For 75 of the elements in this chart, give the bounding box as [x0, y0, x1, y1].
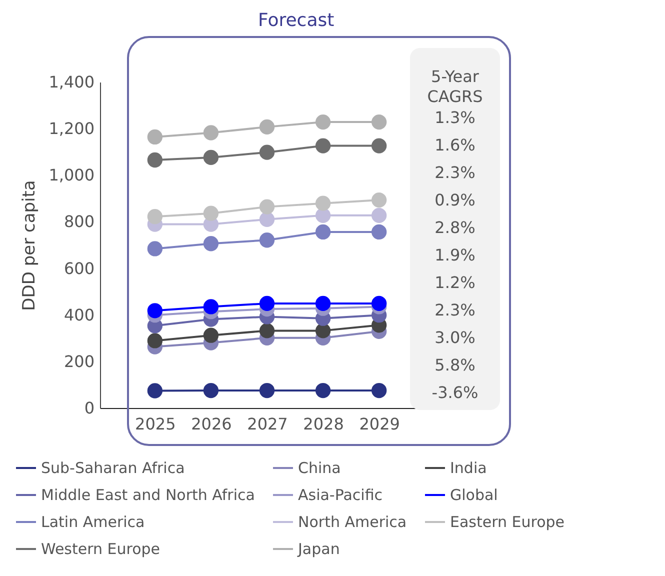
legend-label: North America [298, 513, 407, 531]
text: 2.3% [434, 300, 476, 320]
point [259, 199, 275, 214]
x-tick-label: 2029 [359, 414, 400, 434]
point [372, 208, 387, 223]
point [372, 192, 387, 208]
legend-label: Eastern Europe [450, 513, 565, 531]
point [315, 224, 331, 240]
point [203, 206, 219, 221]
point [315, 323, 331, 338]
point [203, 236, 219, 252]
point [147, 383, 162, 398]
y-tick-label: 800 [64, 212, 94, 232]
point [259, 382, 275, 398]
annotation: -3.6% [432, 382, 478, 402]
legend-label: Latin America [41, 513, 145, 531]
y-axis-title: DDD per capita [20, 180, 40, 311]
point [315, 138, 331, 154]
x-tick-label: 2027 [247, 414, 288, 434]
point [372, 138, 387, 154]
legend-label: Japan [297, 540, 340, 558]
point [259, 323, 275, 338]
point [315, 208, 331, 223]
legend-label: Sub-Saharan Africa [41, 459, 185, 477]
point [203, 125, 219, 140]
text: 1.6% [434, 135, 476, 154]
point [315, 296, 331, 312]
y-tick-label: 1,000 [48, 166, 94, 185]
text: 1.2% [434, 272, 476, 292]
point [203, 150, 219, 166]
text: 2.8% [434, 218, 476, 237]
point [259, 144, 275, 160]
point [259, 232, 275, 248]
legend-label: Middle East and North Africa [41, 486, 255, 504]
point [372, 224, 387, 240]
text: 0.9% [434, 190, 476, 210]
point [147, 303, 162, 318]
point [259, 119, 275, 135]
point [203, 328, 219, 343]
point [147, 152, 162, 168]
x-tick-label: 2025 [135, 414, 176, 434]
point [315, 382, 331, 398]
legend-label: China [298, 459, 341, 477]
annotation: 5-Year CAGRS [427, 67, 483, 106]
point [259, 212, 275, 227]
point [147, 241, 162, 256]
legend-label: India [450, 459, 487, 477]
legend-label: Global [450, 486, 498, 504]
y-tick-label: 400 [64, 305, 94, 324]
text: 2.3% [434, 162, 476, 182]
point [372, 382, 387, 398]
point [203, 299, 219, 314]
y-tick-label: 200 [64, 352, 94, 371]
x-tick-label: 2026 [191, 414, 232, 434]
y-tick-label: 1,400 [48, 72, 94, 92]
point [147, 333, 162, 348]
point [315, 196, 331, 211]
text: 1.9% [434, 245, 476, 264]
point [147, 129, 162, 145]
point [372, 296, 387, 312]
point [147, 209, 162, 224]
x-tick-label: 2028 [303, 414, 344, 434]
y-tick-label: 1,200 [48, 119, 94, 138]
chart-title: Forecast [258, 10, 334, 31]
text: 3.0% [434, 328, 476, 347]
point [372, 114, 387, 130]
text: 1.3% [434, 108, 476, 128]
y-tick-label: 600 [64, 258, 94, 278]
y-tick-label: 0 [84, 398, 94, 418]
point [203, 382, 219, 398]
point [315, 114, 331, 130]
text: 5.8% [434, 355, 476, 374]
legend-label: Western Europe [41, 540, 160, 558]
legend-label: Asia-Pacific [298, 486, 383, 504]
point [259, 296, 275, 312]
